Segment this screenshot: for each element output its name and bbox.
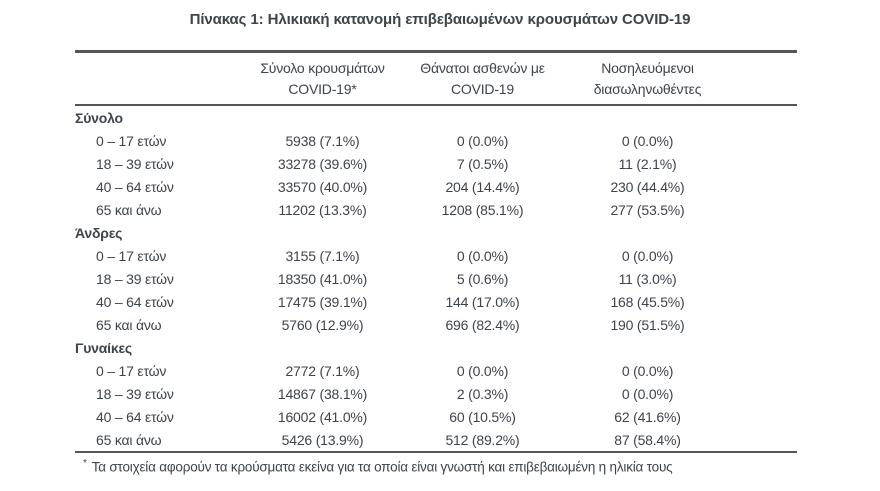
row-filler — [730, 198, 797, 221]
table-header: Σύνολο κρουσμάτων COVID-19* Θάνατοι ασθε… — [75, 52, 797, 106]
row-filler — [730, 313, 797, 336]
section-label: Σύνολο — [75, 109, 123, 126]
intubated-cell: 190 (51.5%) — [610, 316, 685, 333]
age-label: 0 – 17 ετών — [96, 362, 167, 379]
column-header-intubated-line1: Νοσηλευόμενοι — [601, 59, 694, 76]
column-header-cases: Σύνολο κρουσμάτων COVID-19* — [245, 52, 400, 106]
column-header-cases-line1: Σύνολο κρουσμάτων — [260, 59, 385, 76]
intubated-cell: 11 (2.1%) — [618, 155, 677, 172]
cases-cell: 2772 (7.1%) — [285, 362, 360, 379]
section-row: Σύνολο — [75, 105, 797, 129]
section-label: Άνδρες — [75, 224, 123, 241]
deaths-cell: 204 (14.4%) — [445, 178, 520, 195]
footnote-marker: * — [83, 458, 87, 469]
intubated-cell: 230 (44.4%) — [610, 178, 685, 195]
table-row: 0 – 17 ετών 3155 (7.1%) 0 (0.0%) 0 (0.0%… — [75, 244, 797, 267]
table-title: Πίνακας 1: Ηλικιακή κατανομή επιβεβαιωμέ… — [189, 11, 691, 28]
deaths-cell: 5 (0.6%) — [456, 270, 509, 287]
intubated-cell: 0 (0.0%) — [621, 247, 674, 264]
row-filler — [730, 290, 797, 313]
row-filler — [730, 428, 797, 452]
column-header-cases-line2: COVID-19* — [288, 80, 357, 97]
intubated-cell: 0 (0.0%) — [621, 362, 674, 379]
column-header-intubated-line2: διασωληνωθέντες — [593, 80, 702, 97]
cases-cell: 16002 (41.0%) — [277, 408, 368, 425]
age-label: 0 – 17 ετών — [96, 132, 167, 149]
age-label: 0 – 17 ετών — [96, 247, 167, 264]
table-row: 40 – 64 ετών 16002 (41.0%) 60 (10.5%) 62… — [75, 405, 797, 428]
section-row: Άνδρες — [75, 221, 797, 244]
table-row: 18 – 39 ετών 14867 (38.1%) 2 (0.3%) 0 (0… — [75, 382, 797, 405]
intubated-cell: 62 (41.6%) — [614, 408, 681, 425]
table-row: 65 και άνω 5760 (12.9%) 696 (82.4%) 190 … — [75, 313, 797, 336]
deaths-cell: 144 (17.0%) — [445, 293, 520, 310]
table-body: Σύνολο 0 – 17 ετών 5938 (7.1%) 0 (0.0%) … — [75, 105, 797, 452]
age-label: 65 και άνω — [96, 316, 162, 333]
covid-age-table: Σύνολο κρουσμάτων COVID-19* Θάνατοι ασθε… — [75, 50, 797, 453]
age-label: 40 – 64 ετών — [96, 408, 174, 425]
table-row: 18 – 39 ετών 33278 (39.6%) 7 (0.5%) 11 (… — [75, 152, 797, 175]
column-header-intubated: Νοσηλευόμενοι διασωληνωθέντες — [565, 52, 730, 106]
deaths-cell: 696 (82.4%) — [445, 316, 520, 333]
row-filler — [730, 405, 797, 428]
age-label: 18 – 39 ετών — [96, 270, 174, 287]
footnote-text: Τα στοιχεία αφορούν τα κρούσματα εκείνα … — [91, 459, 673, 475]
row-filler — [730, 359, 797, 382]
intubated-cell: 0 (0.0%) — [621, 132, 674, 149]
table-row: 0 – 17 ετών 2772 (7.1%) 0 (0.0%) 0 (0.0%… — [75, 359, 797, 382]
row-filler — [730, 129, 797, 152]
header-row: Σύνολο κρουσμάτων COVID-19* Θάνατοι ασθε… — [75, 52, 797, 106]
row-filler — [730, 382, 797, 405]
table-area: Σύνολο κρουσμάτων COVID-19* Θάνατοι ασθε… — [75, 50, 797, 475]
row-filler — [730, 244, 797, 267]
header-filler — [730, 52, 797, 106]
row-filler — [730, 267, 797, 290]
footnote: * Τα στοιχεία αφορούν τα κρούσματα εκείνα… — [75, 458, 797, 475]
cases-cell: 33570 (40.0%) — [277, 178, 368, 195]
deaths-cell: 512 (89.2%) — [445, 431, 520, 448]
intubated-cell: 277 (53.5%) — [610, 201, 685, 218]
deaths-cell: 0 (0.0%) — [456, 132, 509, 149]
section-label: Γυναίκες — [75, 339, 132, 356]
column-header-deaths: Θάνατοι ασθενών με COVID-19 — [400, 52, 565, 106]
column-header-deaths-line2: COVID-19 — [451, 80, 514, 97]
cases-cell: 5760 (12.9%) — [281, 316, 364, 333]
table-row: 65 και άνω 11202 (13.3%) 1208 (85.1%) 27… — [75, 198, 797, 221]
cases-cell: 3155 (7.1%) — [285, 247, 360, 264]
age-label: 65 και άνω — [96, 201, 162, 218]
table-row: 0 – 17 ετών 5938 (7.1%) 0 (0.0%) 0 (0.0%… — [75, 129, 797, 152]
cases-cell: 11202 (13.3%) — [278, 201, 367, 218]
age-label: 40 – 64 ετών — [96, 178, 174, 195]
cases-cell: 17475 (39.1%) — [277, 293, 368, 310]
cases-cell: 14867 (38.1%) — [277, 385, 368, 402]
table-row: 40 – 64 ετών 33570 (40.0%) 204 (14.4%) 2… — [75, 175, 797, 198]
deaths-cell: 1208 (85.1%) — [441, 201, 524, 218]
intubated-cell: 0 (0.0%) — [621, 385, 674, 402]
cases-cell: 5426 (13.9%) — [281, 431, 364, 448]
age-label: 65 και άνω — [96, 431, 162, 448]
section-row: Γυναίκες — [75, 336, 797, 359]
age-label: 18 – 39 ετών — [96, 385, 174, 402]
deaths-cell: 0 (0.0%) — [456, 247, 509, 264]
row-filler — [730, 152, 797, 175]
deaths-cell: 0 (0.0%) — [456, 362, 509, 379]
column-header-deaths-line1: Θάνατοι ασθενών με — [420, 59, 545, 76]
intubated-cell: 87 (58.4%) — [614, 431, 681, 448]
row-filler — [730, 175, 797, 198]
cases-cell: 33278 (39.6%) — [277, 155, 368, 172]
cases-cell: 18350 (41.0%) — [277, 270, 368, 287]
age-label: 18 – 39 ετών — [96, 155, 174, 172]
intubated-cell: 11 (3.0%) — [618, 270, 677, 287]
intubated-cell: 168 (45.5%) — [610, 293, 685, 310]
header-spacer — [75, 52, 245, 106]
table-row: 18 – 39 ετών 18350 (41.0%) 5 (0.6%) 11 (… — [75, 267, 797, 290]
age-label: 40 – 64 ετών — [96, 293, 174, 310]
cases-cell: 5938 (7.1%) — [285, 132, 360, 149]
deaths-cell: 60 (10.5%) — [449, 408, 516, 425]
table-row: 40 – 64 ετών 17475 (39.1%) 144 (17.0%) 1… — [75, 290, 797, 313]
deaths-cell: 2 (0.3%) — [456, 385, 509, 402]
table-row: 65 και άνω 5426 (13.9%) 512 (89.2%) 87 (… — [75, 428, 797, 452]
deaths-cell: 7 (0.5%) — [456, 155, 509, 172]
